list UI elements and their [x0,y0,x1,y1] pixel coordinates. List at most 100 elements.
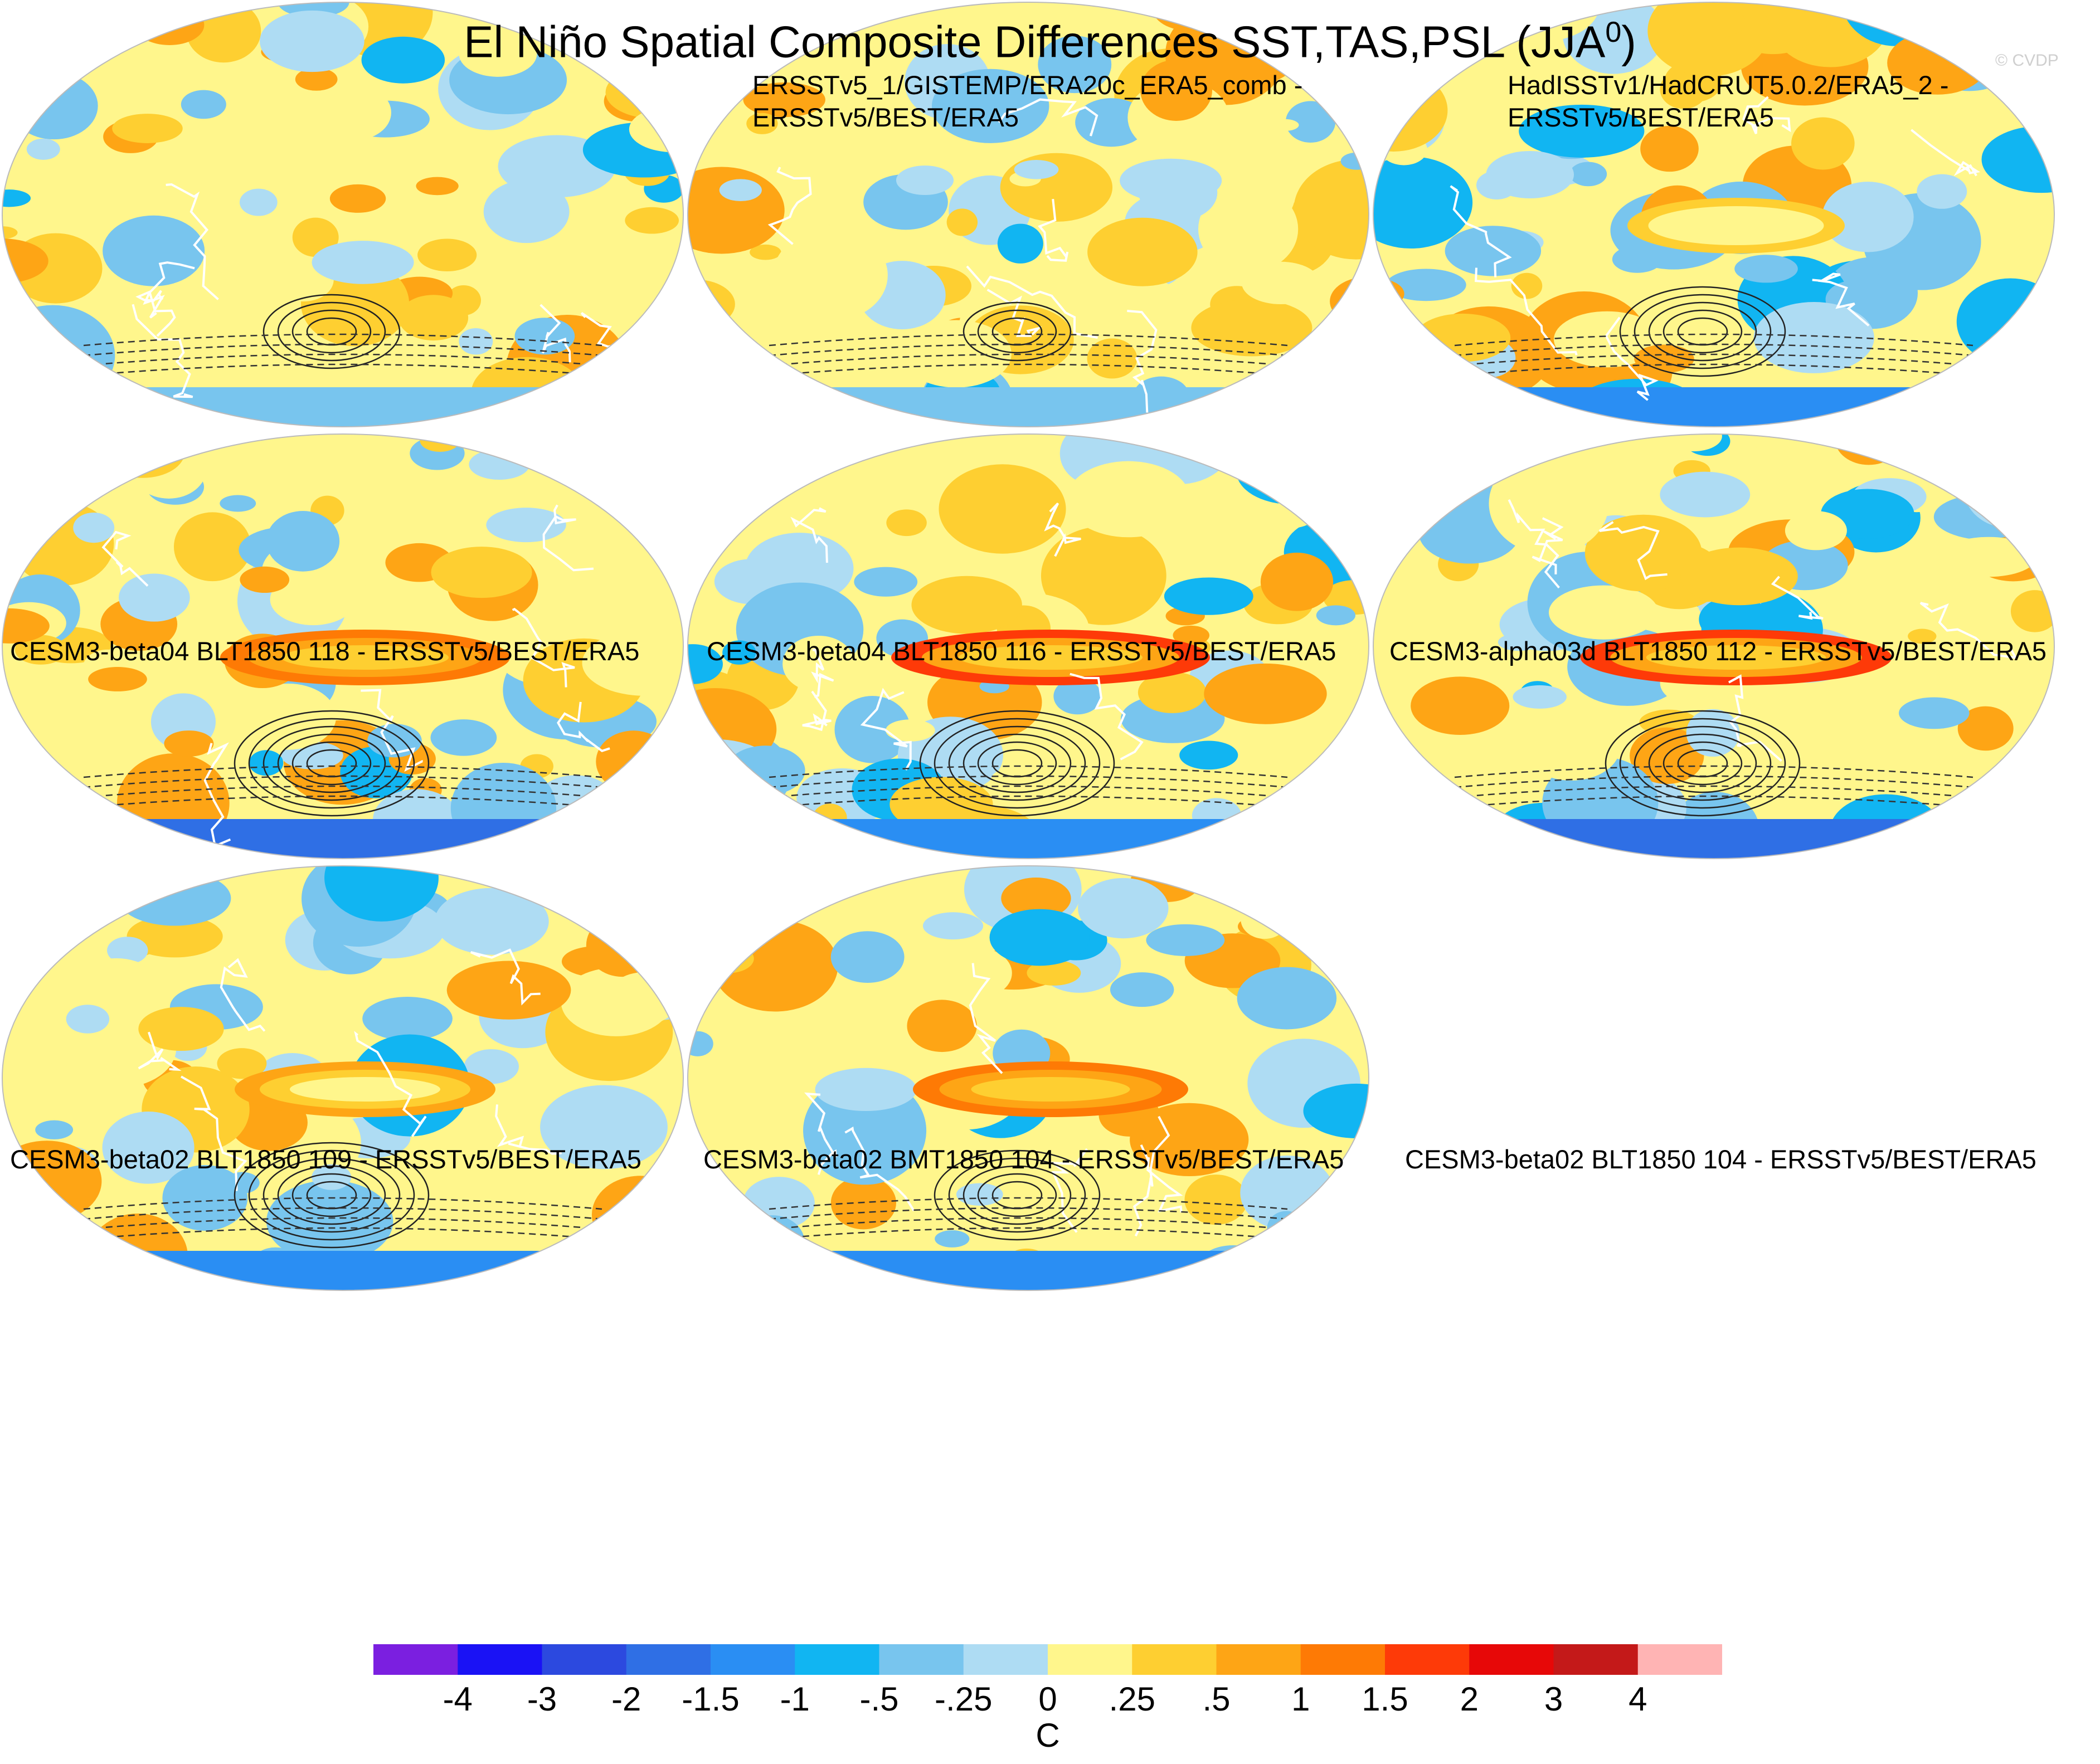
anomaly-blob [1241,899,1289,939]
panel-title: CESM3-beta02 BLT1850 104 - ERSSTv5/BEST/… [1405,1143,2036,1176]
anomaly-blob [1411,676,1510,735]
colorbar-segment [542,1644,627,1675]
anomaly-blob [1584,514,1702,592]
psl-negative-contour [83,353,602,367]
coastline [1038,198,1069,262]
map-panel [2,2,684,427]
psl-contour [262,1157,401,1233]
anomaly-blob [709,809,766,835]
colorbar-tick-label: 2 [1460,1680,1479,1718]
psl-negative-contour [1454,775,1973,788]
anomaly-blob [1511,272,1543,299]
anomaly-blob [688,350,732,399]
anomaly-blob [1138,671,1207,713]
panel-title-line1: CESM3-alpha03d BLT1850 112 - ERSSTv5/BES… [1389,636,2047,666]
coastline [1742,96,1791,134]
anomaly-blob [1898,697,1970,729]
anomaly-blob [743,1249,856,1290]
map-border [2,2,684,427]
anomaly-blob [1670,5,1746,40]
anomaly-blob [295,67,338,91]
anomaly-blob [1785,511,1847,550]
map-border [2,433,684,859]
panel-title: CESM3-beta02 BMT1850 104 - ERSSTv5/BEST/… [703,1143,1344,1176]
coastline [138,1031,182,1071]
anomaly-blob [1252,434,1319,454]
anomaly-blob [362,996,453,1041]
anomaly-blob [608,1200,672,1243]
colorbar-segment [1469,1644,1554,1675]
anomaly-blob [1522,714,1620,781]
anomaly-blob [1373,368,1398,386]
psl-negative-contour [83,1217,602,1230]
colorbar-segment [1385,1644,1470,1675]
panel-title: CESM3-alpha03d BLT1850 112 - ERSSTv5/BES… [1389,635,2046,667]
anomaly-blob [634,394,683,427]
anomaly-blob [112,114,183,143]
coastline [101,530,149,587]
anomaly-blob [939,464,1066,554]
anomaly-blob [1294,159,1369,260]
anomaly-blob [1234,1252,1294,1290]
colorbar-tick-label: -.5 [859,1680,899,1718]
anomaly-blob [1498,633,1540,651]
psl-contour [1634,725,1772,801]
coastline [220,958,266,1032]
panel-title-line1: CESM3-beta04 BLT1850 118 - ERSSTv5/BEST/… [10,636,640,666]
anomaly-blob [1014,160,1059,179]
antarctic-anomaly [688,819,1369,859]
anomaly-blob [35,1120,74,1139]
psl-contour [962,301,1072,362]
map-panel [1373,2,2055,427]
anomaly-blob [329,184,386,213]
anomaly-blob [1318,682,1369,722]
coastline [354,1031,427,1137]
anomaly-blob [729,1221,788,1271]
anomaly-blob [1001,878,1071,919]
anomaly-blob [722,640,756,665]
anomaly-blob [1178,2,1223,17]
coastline [557,701,610,753]
antarctic-anomaly [2,819,683,859]
anomaly-blob [582,630,683,696]
psl-contour [948,725,1086,801]
colorbar-segment [458,1644,542,1675]
anomaly-blob [317,84,391,140]
psl-contour [234,710,430,817]
coastline [542,504,594,572]
anomaly-blob [1270,119,1299,131]
anomaly-blob [740,1215,805,1271]
coastline [790,507,828,563]
psl-contour [277,301,386,362]
panel-title: ERSSTv5_1/GISTEMP/ERA20c_ERA5_comb - ERSS… [752,69,1302,134]
anomaly-blob [1041,526,1166,625]
anomaly-blob [558,1261,615,1290]
enso-anomaly [971,1077,1130,1102]
colorbar-segment [1300,1644,1386,1675]
coastline [986,289,1042,337]
panel-title-line1: CESM3-beta02 BLT1850 109 - ERSSTv5/BEST/… [10,1144,641,1174]
anomaly-blob [260,10,364,72]
anomaly-blob [610,804,683,858]
anomaly-blob [1957,706,2014,751]
anomaly-blob [1340,1240,1369,1274]
anomaly-blob [653,820,683,839]
anomaly-blob [73,512,115,543]
anomaly-blob [1665,434,1722,452]
figure-title-text: El Niño Spatial Composite Differences SS… [464,17,1606,67]
anomaly-blob [1303,1083,1369,1138]
psl-contour [291,741,372,786]
coastline [512,607,575,688]
anomaly-blob [118,870,231,926]
anomaly-blob [1549,585,1659,640]
anomaly-blob [1414,313,1511,362]
coastline [969,963,1003,1074]
map-panel [687,865,1369,1291]
anomaly-blob [2,959,36,998]
anomaly-blob [2011,778,2054,811]
anomaly-blob [719,179,762,201]
anomaly-blob [1130,1103,1249,1177]
anomaly-blob [828,997,932,1085]
anomaly-blob [459,328,493,355]
anomaly-blob [688,644,723,684]
